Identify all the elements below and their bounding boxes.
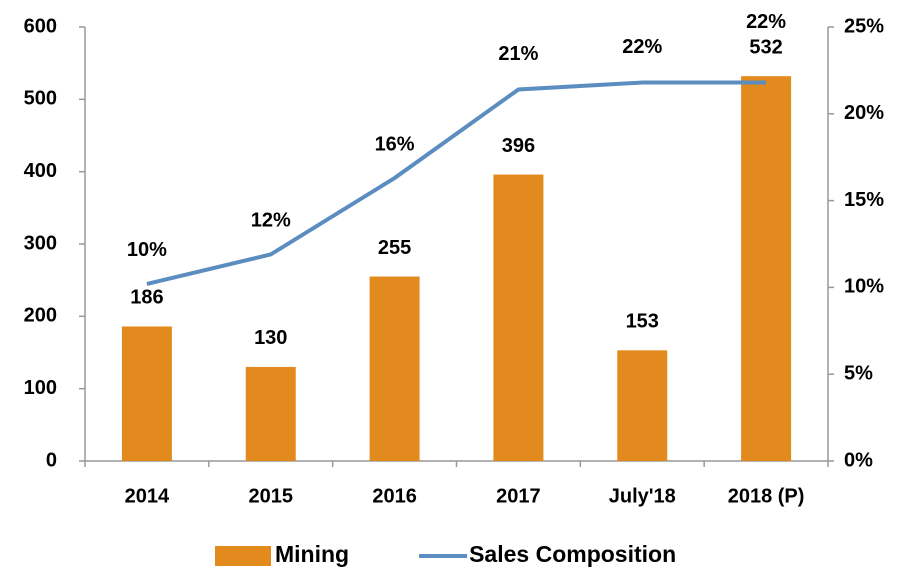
- x-tick-label: 2014: [125, 485, 170, 507]
- legend-label: Sales Composition: [469, 541, 676, 567]
- bar: [493, 174, 544, 461]
- x-tick-label: 2015: [249, 485, 294, 507]
- y-tick-label: 600: [24, 15, 57, 37]
- y2-tick-label: 10%: [844, 276, 884, 298]
- bar-label: 255: [378, 237, 411, 259]
- y2-tick-label: 15%: [844, 189, 884, 211]
- bar: [617, 350, 668, 461]
- bar: [245, 366, 296, 461]
- line-label: 10%: [127, 239, 167, 261]
- x-tick-label: 2017: [496, 485, 541, 507]
- x-tick-label: 2016: [372, 485, 417, 507]
- y2-tick-label: 25%: [844, 15, 884, 37]
- bar-label: 186: [130, 287, 163, 309]
- y-tick-label: 0: [46, 449, 57, 471]
- line-label: 21%: [498, 43, 538, 65]
- y2-tick-label: 0%: [844, 449, 873, 471]
- legend-label: Mining: [275, 541, 349, 567]
- line-label: 16%: [375, 133, 415, 155]
- y2-tick-label: 5%: [844, 362, 873, 384]
- y-tick-label: 300: [24, 232, 57, 254]
- y2-tick-label: 20%: [844, 102, 884, 124]
- legend-swatch: [215, 546, 271, 566]
- bar-label: 532: [749, 36, 782, 58]
- line: [146, 80, 767, 286]
- bar: [369, 276, 420, 461]
- bar: [741, 76, 792, 461]
- y-tick-label: 400: [24, 160, 57, 182]
- y-tick-label: 200: [24, 305, 57, 327]
- line-label: 12%: [251, 210, 291, 232]
- y-tick-label: 500: [24, 88, 57, 110]
- bar-label: 396: [502, 135, 535, 157]
- y-tick-label: 100: [24, 377, 57, 399]
- bar-label: 153: [626, 311, 659, 333]
- x-tick-label: July'18: [609, 485, 676, 507]
- x-tick-label: 2018 (P): [728, 485, 805, 507]
- line-label: 22%: [622, 36, 662, 58]
- bar-label: 130: [254, 327, 287, 349]
- line-label: 22%: [746, 11, 786, 33]
- bar: [121, 326, 172, 461]
